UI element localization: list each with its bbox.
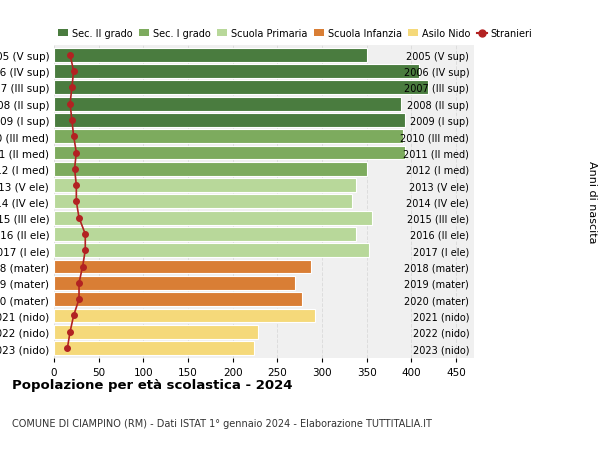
Bar: [54, 244, 368, 257]
Bar: [54, 211, 372, 225]
Bar: [54, 325, 258, 339]
Text: COMUNE DI CIAMPINO (RM) - Dati ISTAT 1° gennaio 2024 - Elaborazione TUTTITALIA.I: COMUNE DI CIAMPINO (RM) - Dati ISTAT 1° …: [12, 418, 432, 428]
Bar: [54, 97, 401, 112]
Bar: [54, 195, 352, 209]
Bar: [54, 309, 315, 323]
Bar: [54, 179, 356, 193]
Bar: [54, 228, 356, 241]
Text: Anni di nascita: Anni di nascita: [587, 161, 597, 243]
Bar: [54, 146, 405, 160]
Bar: [54, 276, 295, 290]
Bar: [54, 341, 254, 355]
Legend: Sec. II grado, Sec. I grado, Scuola Primaria, Scuola Infanzia, Asilo Nido, Stran: Sec. II grado, Sec. I grado, Scuola Prim…: [54, 25, 536, 43]
Bar: [54, 292, 302, 307]
Bar: [54, 114, 405, 128]
Text: Popolazione per età scolastica - 2024: Popolazione per età scolastica - 2024: [12, 379, 293, 392]
Bar: [54, 81, 428, 95]
Bar: [54, 130, 403, 144]
Bar: [54, 260, 311, 274]
Bar: [54, 65, 419, 79]
Bar: [54, 162, 367, 176]
Bar: [54, 49, 367, 62]
